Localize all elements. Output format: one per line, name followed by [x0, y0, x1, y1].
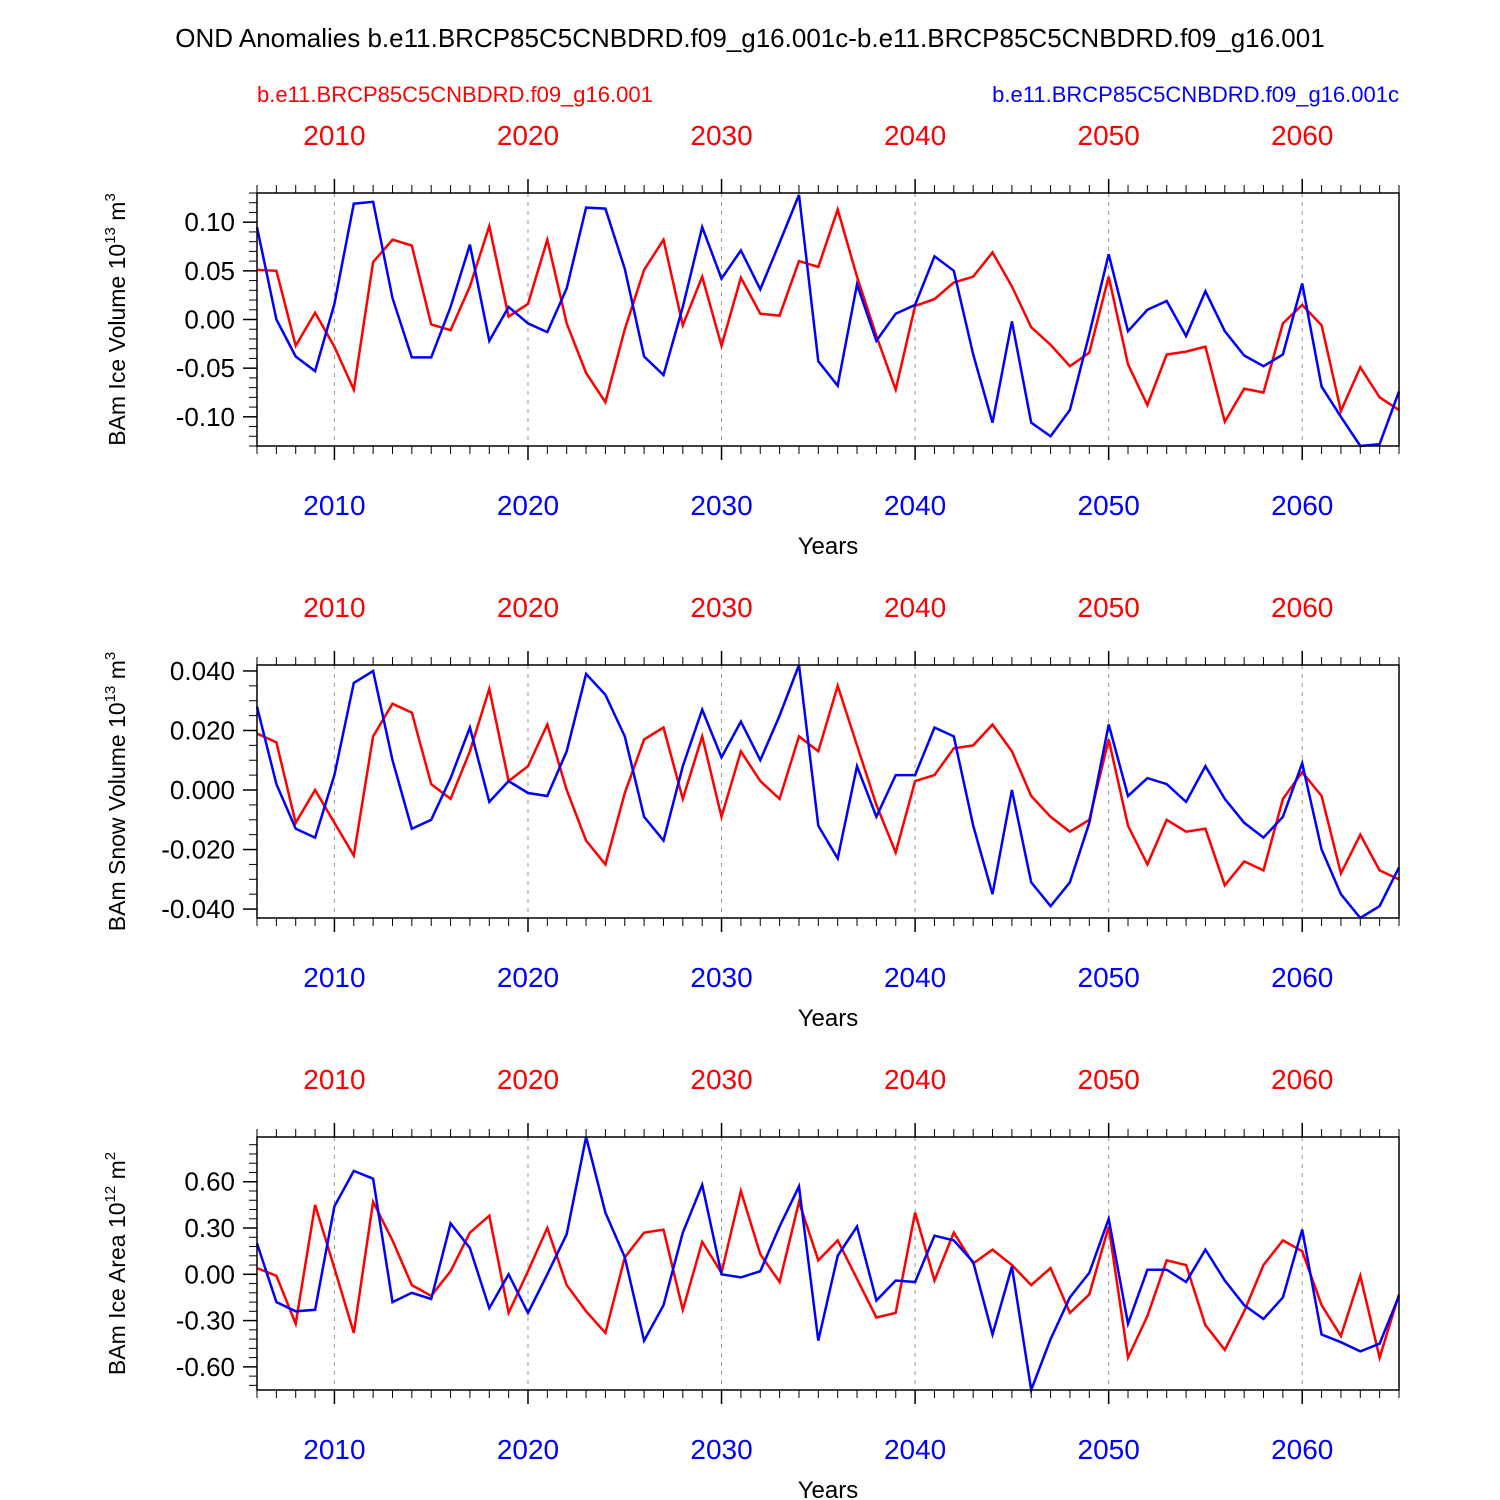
y-axis-label-main: BAm Snow Volume 10 [104, 702, 130, 931]
y-tick-label: 0.00 [184, 305, 235, 335]
x-tick-label-top: 2050 [1078, 1064, 1140, 1095]
y-axis-label-main: BAm Ice Volume 10 [104, 244, 130, 446]
y-axis-label: BAm Ice Volume 1013 m3 [102, 193, 130, 446]
panel-3: -0.60 -0.30 0.00 0.30 0.60 2010 2010 2020 2020 20… [102, 1064, 1401, 1500]
y-tick-label: -0.020 [161, 835, 235, 865]
y-axis-label-unit-exponent: 3 [102, 652, 119, 660]
x-axis-label: Years [798, 533, 859, 560]
x-tick-label-top: 2010 [303, 1064, 365, 1095]
panels-group: -0.10-0.050.000.050.10201020102020202020… [102, 120, 1401, 1500]
x-tick-label-top: 2060 [1271, 120, 1333, 151]
x-tick-label-top: 2010 [303, 120, 365, 151]
y-tick-label: 0.30 [184, 1213, 235, 1243]
x-tick-label-bottom: 2010 [303, 490, 365, 521]
x-tick-label-top: 2030 [690, 120, 752, 151]
y-tick-label: 0.05 [184, 256, 235, 286]
y-axis-label: BAm Ice Area 1012 m2 [102, 1152, 130, 1375]
y-tick-label: 0.10 [184, 207, 235, 237]
x-tick-label-bottom: 2040 [884, 1434, 946, 1465]
y-tick-label: -0.30 [176, 1306, 235, 1336]
x-tick-label-top: 2050 [1078, 120, 1140, 151]
x-tick-label-top: 2010 [303, 592, 365, 623]
series-line-red [256, 205, 1400, 425]
y-tick-label: 0.000 [170, 775, 235, 805]
panel-2: -0.040 -0.020 0.000 0.020 0.040 2010 2010 2020 2… [102, 592, 1401, 1032]
x-tick-label-bottom: 2060 [1271, 962, 1333, 993]
series-line-blue [255, 664, 1401, 920]
y-axis-label-unit: m [104, 1160, 130, 1186]
plot-frame [256, 192, 1400, 447]
y-tick-label: 0.00 [184, 1259, 235, 1289]
x-tick-label-bottom: 2050 [1078, 962, 1140, 993]
y-axis-label-exponent: 12 [102, 1186, 119, 1203]
x-tick-label-bottom: 2060 [1271, 490, 1333, 521]
x-tick-label-bottom: 2010 [303, 1434, 365, 1465]
x-tick-label-bottom: 2030 [690, 962, 752, 993]
x-tick-label-top: 2030 [690, 592, 752, 623]
x-tick-label-bottom: 2050 [1078, 1434, 1140, 1465]
x-tick-label-top: 2020 [497, 120, 559, 151]
x-tick-label-bottom: 2020 [497, 490, 559, 521]
x-tick-label-bottom: 2020 [497, 1434, 559, 1465]
y-tick-label: 0.020 [170, 715, 235, 745]
chart-title: OND Anomalies b.e11.BRCP85C5CNBDRD.f09_g… [175, 23, 1324, 53]
x-tick-label-top: 2040 [884, 120, 946, 151]
y-axis-label-unit: m [104, 202, 130, 228]
x-axis-label: Years [798, 1477, 859, 1500]
legend-label-red: b.e11.BRCP85C5CNBDRD.f09_g16.001 [257, 82, 653, 107]
series-line-blue [255, 1136, 1401, 1395]
y-axis-label: BAm Snow Volume 1013 m3 [102, 652, 130, 931]
x-tick-label-bottom: 2010 [303, 962, 365, 993]
y-axis-label-exponent: 13 [102, 227, 119, 244]
x-tick-label-bottom: 2030 [690, 490, 752, 521]
y-tick-label: -0.05 [176, 353, 235, 383]
x-tick-label-bottom: 2030 [690, 1434, 752, 1465]
y-axis-label-main: BAm Ice Area 10 [104, 1203, 130, 1376]
y-tick-label: 0.040 [170, 656, 235, 686]
x-axis-label: Years [798, 1005, 859, 1032]
y-axis-label-unit-exponent: 3 [102, 193, 119, 201]
x-tick-label-bottom: 2040 [884, 962, 946, 993]
series-line-blue [255, 194, 1401, 448]
y-axis-label-unit: m [104, 660, 130, 686]
x-tick-label-top: 2060 [1271, 592, 1333, 623]
y-tick-label: 0.60 [184, 1167, 235, 1197]
legend-label-blue: b.e11.BRCP85C5CNBDRD.f09_g16.001c [992, 82, 1399, 107]
plot-frame [256, 664, 1400, 919]
x-tick-label-top: 2020 [497, 1064, 559, 1095]
x-tick-label-top: 2050 [1078, 592, 1140, 623]
x-tick-label-top: 2040 [884, 592, 946, 623]
y-axis-label-exponent: 13 [102, 686, 119, 703]
x-tick-label-bottom: 2050 [1078, 490, 1140, 521]
x-tick-label-bottom: 2040 [884, 490, 946, 521]
plot-frame [256, 1136, 1400, 1391]
x-tick-label-bottom: 2060 [1271, 1434, 1333, 1465]
series-line-red [256, 1186, 1401, 1363]
x-tick-label-bottom: 2020 [497, 962, 559, 993]
y-axis-label-unit-exponent: 2 [102, 1152, 119, 1160]
panel-1: -0.10 -0.05 0.00 0.05 0.10 2010 2010 2020 2020 20… [102, 120, 1401, 560]
x-tick-label-top: 2060 [1271, 1064, 1333, 1095]
x-tick-label-top: 2030 [690, 1064, 752, 1095]
series-line-red [256, 681, 1400, 888]
x-tick-label-top: 2020 [497, 592, 559, 623]
x-tick-label-top: 2040 [884, 1064, 946, 1095]
y-tick-label: -0.60 [176, 1352, 235, 1382]
y-tick-label: -0.040 [161, 894, 235, 924]
y-tick-label: -0.10 [176, 402, 235, 432]
